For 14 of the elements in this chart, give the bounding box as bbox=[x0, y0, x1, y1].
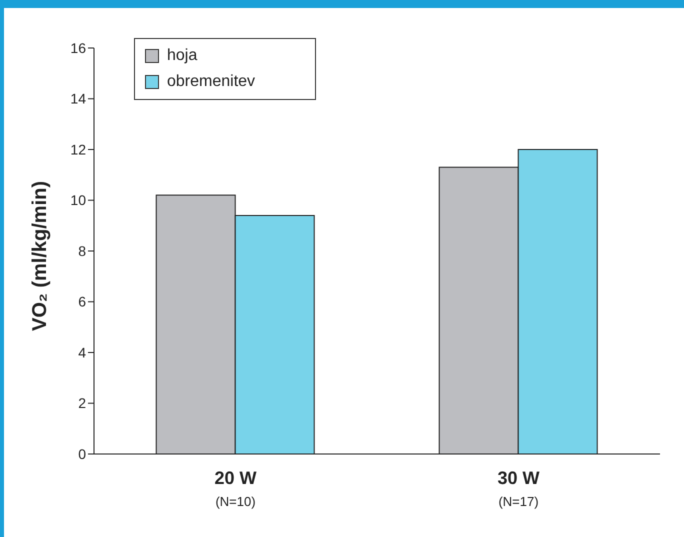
x-tick-label: 20 W (N=10) bbox=[214, 468, 257, 509]
y-axis-title: VO₂ (ml/kg/min) bbox=[29, 180, 52, 331]
y-tick-label: 14 bbox=[70, 90, 86, 107]
y-tick-label: 16 bbox=[70, 40, 86, 56]
legend-label: hoja bbox=[166, 46, 198, 66]
y-tick-label: 2 bbox=[78, 395, 86, 412]
x-tick-label: 30 W (N=17) bbox=[497, 468, 540, 509]
y-tick-label: 4 bbox=[78, 344, 86, 360]
y-tick-label: 8 bbox=[78, 242, 86, 259]
y-tick-label: 6 bbox=[78, 294, 86, 310]
y-tick-label: 12 bbox=[70, 141, 86, 158]
y-tick-label: 0 bbox=[78, 446, 86, 462]
y-tick-label: 10 bbox=[70, 192, 86, 208]
legend-label: obremenitev bbox=[166, 72, 256, 92]
